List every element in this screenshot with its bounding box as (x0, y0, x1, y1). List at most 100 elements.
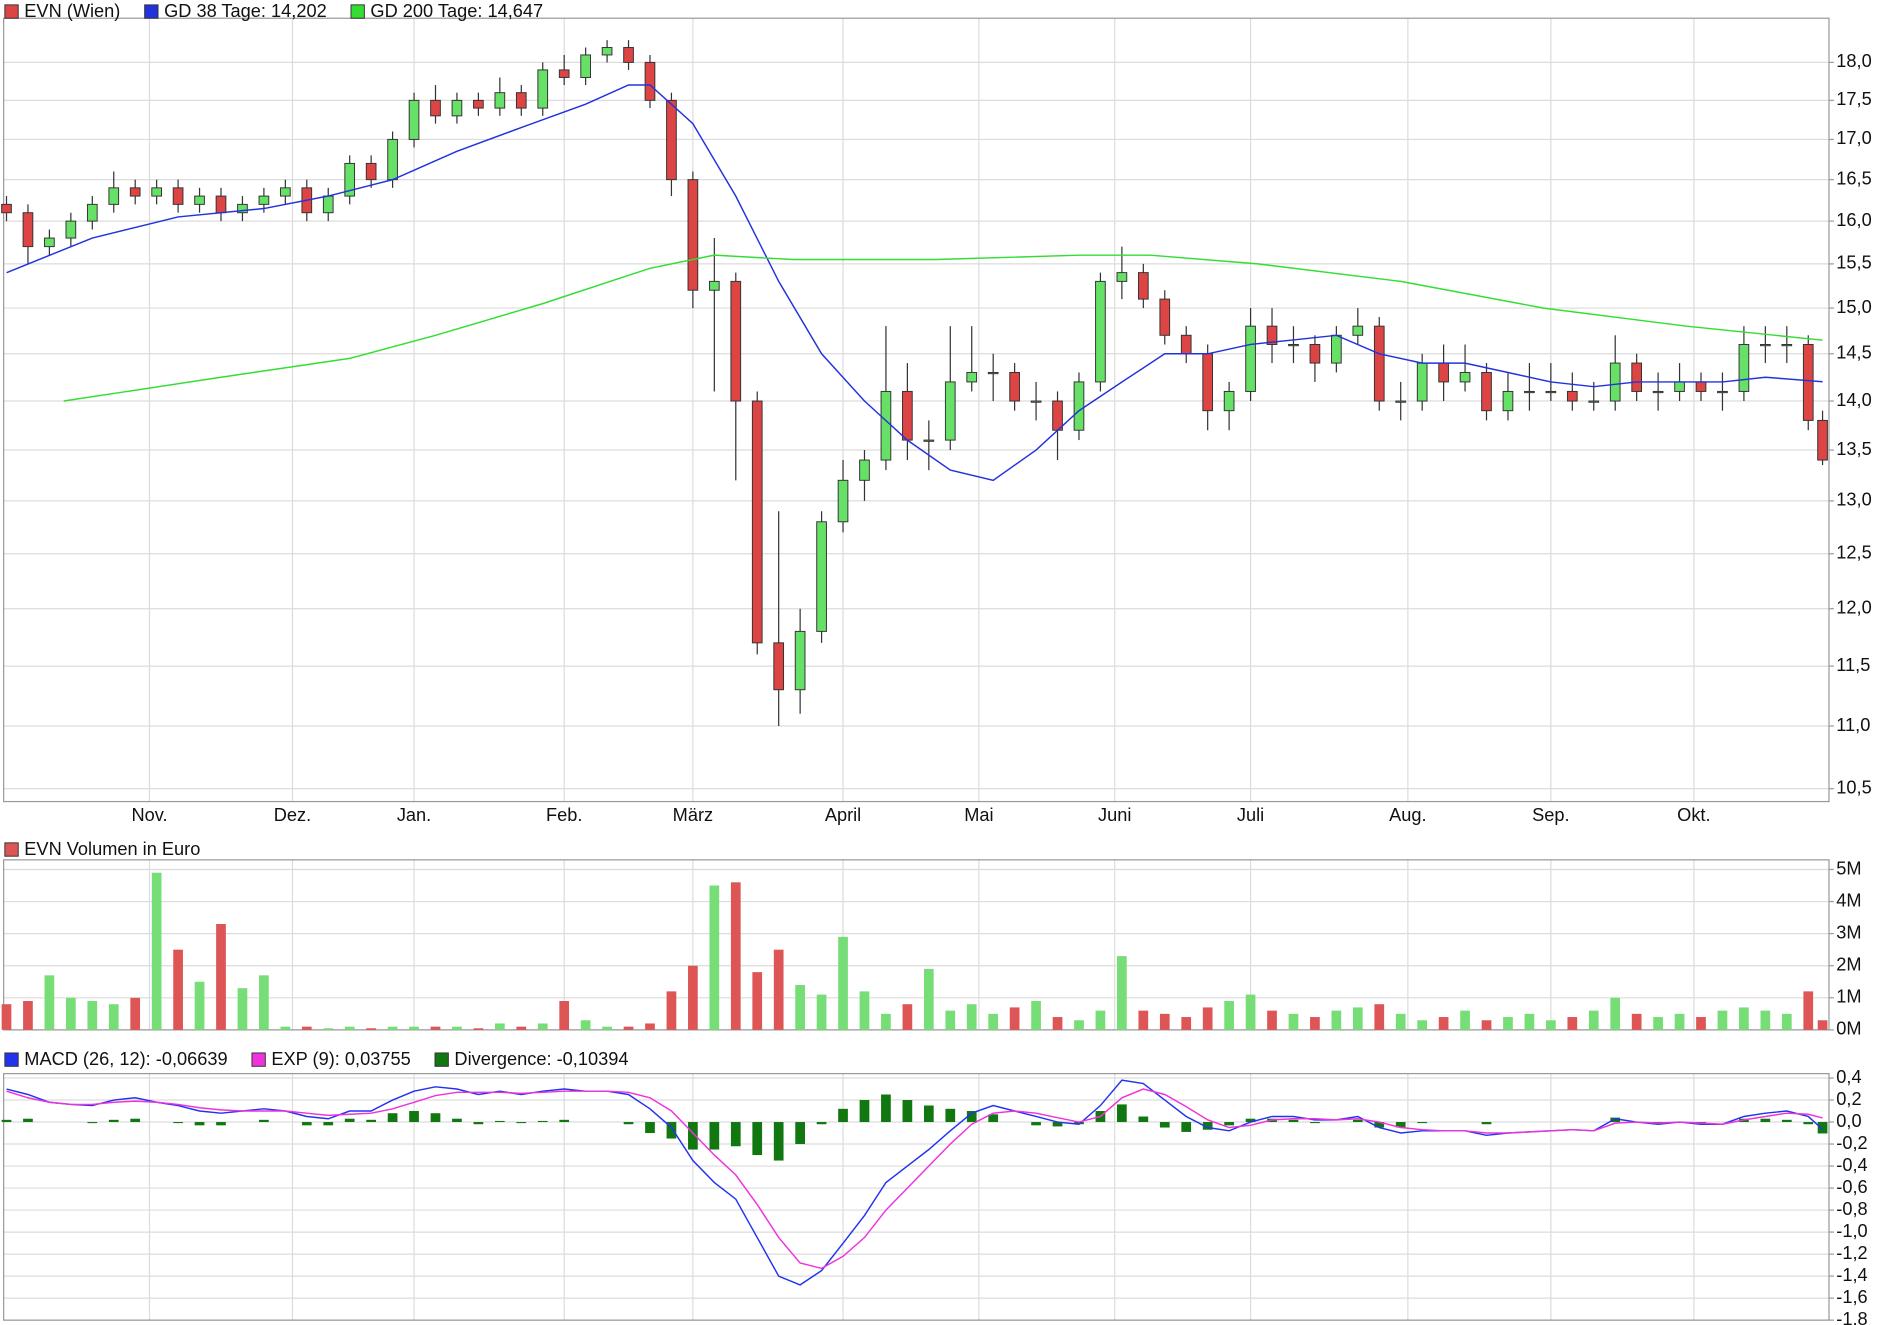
y-tick-label: 15,5 (1836, 253, 1871, 273)
candle-body (623, 47, 634, 63)
divergence-bar (1417, 1122, 1428, 1124)
candle-body (1266, 325, 1278, 345)
candle-body (473, 99, 484, 109)
volume-bar (1395, 1013, 1406, 1030)
candle-body (708, 280, 720, 291)
volume-bar (452, 1026, 462, 1030)
x-tick-label: April (825, 805, 861, 825)
volume-bar (44, 975, 55, 1030)
volume-bar (1739, 1007, 1749, 1030)
volume-bar (151, 872, 162, 1030)
volume-bar (923, 968, 934, 1030)
divergence-bar (216, 1122, 226, 1126)
divergence-bar (1031, 1122, 1041, 1126)
volume-bar (1, 1004, 12, 1030)
x-tick-label: Sep. (1532, 805, 1569, 825)
y-tick-label: 0,0 (1836, 1111, 1861, 1131)
divergence-bar (1159, 1122, 1170, 1128)
divergence-bar (130, 1118, 141, 1123)
volume-bar (1567, 1017, 1578, 1030)
candle-body (129, 187, 141, 197)
candle-body (966, 371, 978, 383)
legend-swatch (144, 4, 159, 19)
volume-bar (237, 988, 248, 1030)
candle-body (1245, 325, 1256, 392)
candle-body (902, 390, 913, 441)
y-tick-label: 0,4 (1836, 1067, 1861, 1087)
divergence-bar (537, 1120, 548, 1123)
volume-bar (730, 882, 741, 1030)
y-tick-label: 0M (1836, 1019, 1861, 1039)
y-tick-label: 18,0 (1836, 51, 1871, 71)
candle-body (1802, 344, 1814, 421)
y-tick-label: 14,0 (1836, 390, 1871, 410)
plot-frame (3, 859, 1830, 1031)
volume-bar (87, 1001, 98, 1030)
legend-swatch (251, 1052, 266, 1067)
divergence-bar (301, 1122, 312, 1126)
candle-body (1, 203, 12, 214)
candle-body (730, 280, 742, 402)
candle-body (1095, 280, 1106, 383)
candle-body (751, 400, 763, 644)
volume-bar (108, 1004, 119, 1030)
candle-body (1202, 353, 1214, 412)
volume-bar (1503, 1017, 1513, 1030)
volume-bar (516, 1026, 527, 1030)
volume-bar (1224, 1001, 1234, 1030)
candle-body (1288, 344, 1299, 347)
volume-bar (344, 1026, 355, 1030)
y-tick-label: 17,5 (1836, 89, 1871, 109)
divergence-bar (1202, 1122, 1213, 1130)
legend-label: EVN Volumen in Euro (24, 839, 200, 859)
candle-body (215, 195, 227, 214)
y-tick-label: 13,0 (1836, 490, 1871, 510)
divergence-bar (1817, 1122, 1828, 1134)
divergence-bar (1074, 1122, 1084, 1125)
volume-bar (430, 1026, 441, 1030)
candle-body (344, 162, 356, 197)
y-tick-label: 15,0 (1836, 297, 1871, 317)
divergence-bar (1781, 1119, 1792, 1123)
candle-body (773, 642, 785, 691)
volume-bar (1674, 1013, 1685, 1030)
y-tick-label: 5M (1836, 858, 1861, 878)
candle-body (1524, 390, 1535, 394)
legend-label: GD 38 Tage: 14,202 (164, 1, 327, 21)
candle-body (1373, 325, 1385, 402)
volume-bar (988, 1013, 999, 1030)
candle-body (1674, 381, 1685, 392)
divergence-bar (1760, 1118, 1771, 1123)
candle-body (451, 99, 463, 117)
volume-bar (1717, 1010, 1728, 1030)
candle-body (987, 371, 999, 375)
volume-bar (1631, 1013, 1642, 1030)
candle-body (515, 92, 527, 109)
volume-bar (1374, 1004, 1385, 1030)
candle-body (1009, 371, 1020, 402)
candle-body (1416, 362, 1428, 402)
y-tick-label: 12,5 (1836, 543, 1871, 563)
x-tick-label: Feb. (546, 805, 582, 825)
y-tick-label: 13,5 (1836, 439, 1871, 459)
volume-bar (494, 1023, 505, 1030)
candle-body (1481, 371, 1492, 412)
volume-bar (666, 991, 677, 1030)
legend-label: GD 200 Tage: 14,647 (370, 1, 543, 21)
divergence-bar (773, 1122, 784, 1161)
volume-bar (1653, 1017, 1663, 1030)
volume-bar (1352, 1007, 1363, 1030)
y-tick-label: 3M (1836, 922, 1861, 942)
volume-bar (1202, 1007, 1213, 1030)
y-tick-label: 0,2 (1836, 1089, 1861, 1109)
volume-bar (65, 997, 76, 1030)
volume-bar (1438, 1017, 1449, 1030)
y-tick-label: 10,5 (1836, 777, 1871, 797)
divergence-bar (816, 1122, 827, 1125)
volume-bar (1245, 994, 1256, 1030)
y-tick-label: -1,8 (1836, 1309, 1867, 1325)
volume-bar (259, 975, 269, 1030)
candle-body (387, 138, 398, 181)
moving-average-line (6, 84, 1823, 482)
